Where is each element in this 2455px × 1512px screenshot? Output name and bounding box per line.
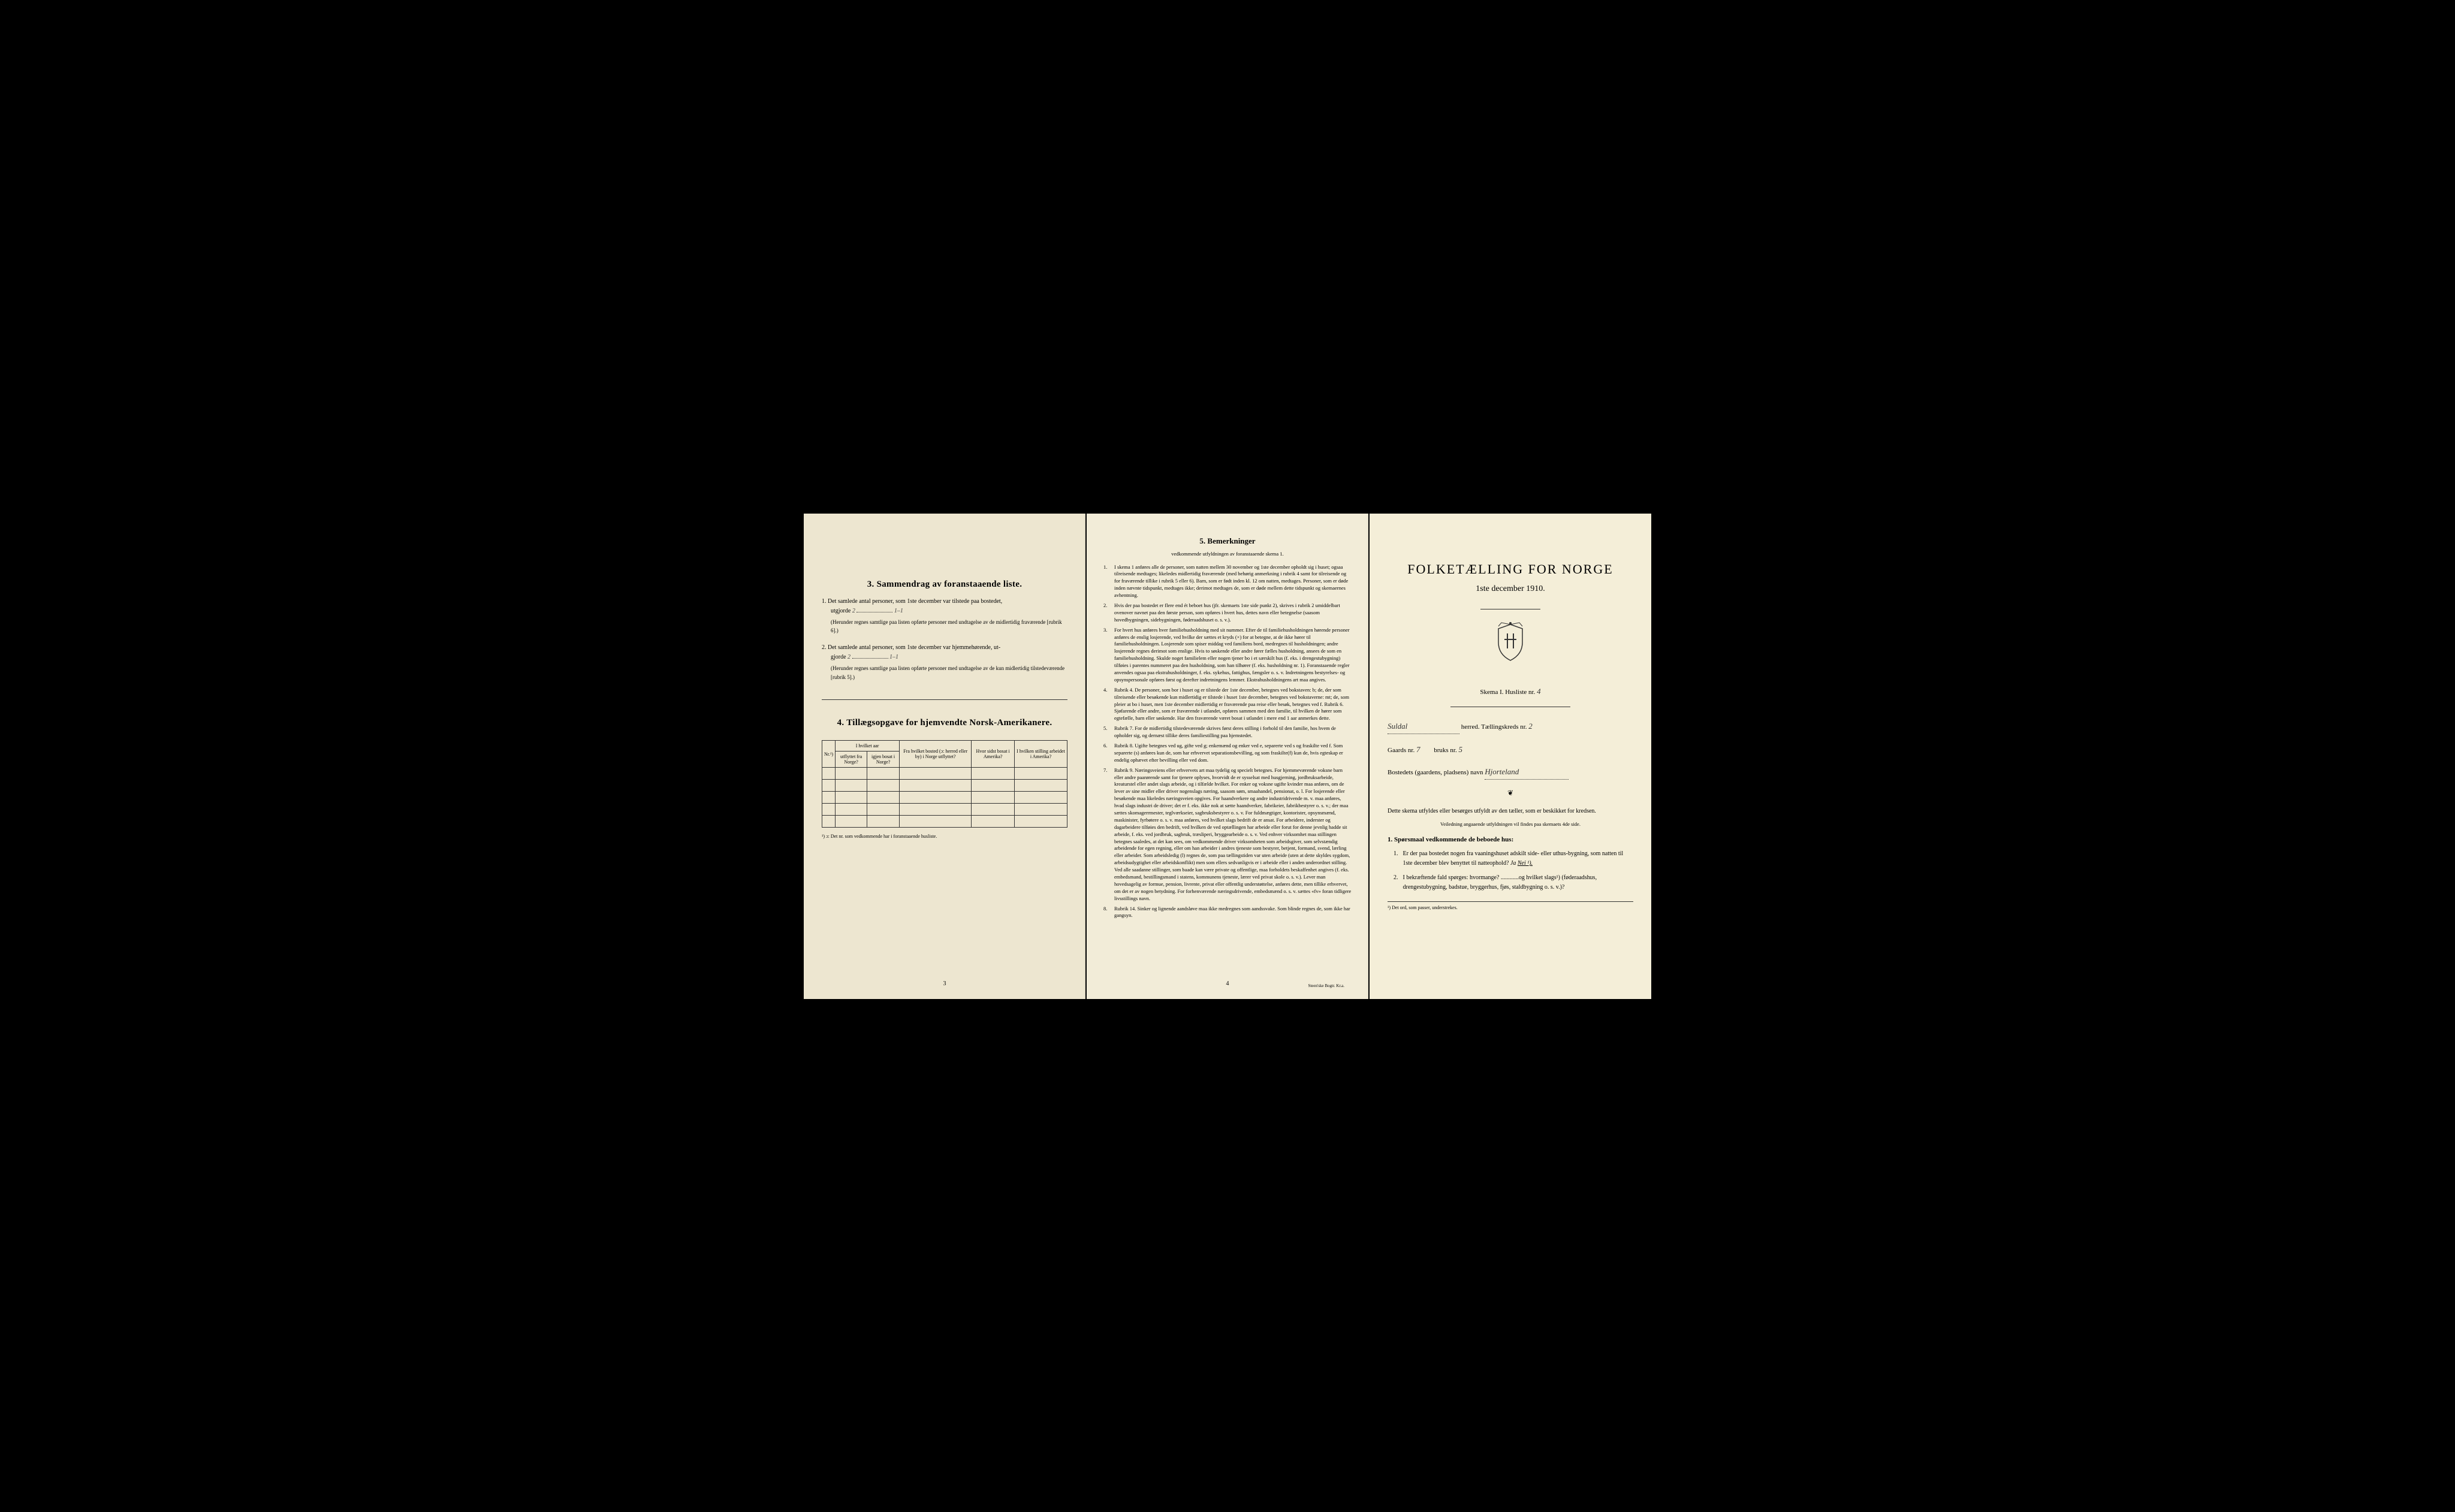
filled-value-1a: 2 <box>852 608 855 614</box>
section-5-heading: 5. Bemerkninger <box>1103 536 1352 546</box>
questions-heading: 1. Spørsmaal vedkommende de beboede hus: <box>1388 836 1633 843</box>
remarks-list: 1.I skema 1 anføres alle de personer, so… <box>1103 564 1352 920</box>
table-row <box>822 768 1067 780</box>
page-number: 4 <box>1226 980 1229 987</box>
filled-value-2a: 2 <box>848 654 850 660</box>
bosted-name: Hjorteland <box>1485 765 1569 779</box>
answer-nei: Nei ¹). <box>1518 860 1533 867</box>
page-3-summary: 3. Sammendrag av foranstaaende liste. 1.… <box>804 514 1085 999</box>
filled-value-1b: 1–1 <box>894 608 903 614</box>
question-2: 2. I bekræftende fald spørges: hvormange… <box>1394 873 1633 892</box>
page-1-title: FOLKETÆLLING FOR NORGE 1ste december 191… <box>1370 514 1651 999</box>
census-document: 3. Sammendrag av foranstaaende liste. 1.… <box>804 514 1651 999</box>
skema-line: Skema I. Husliste nr. 4 <box>1388 684 1633 699</box>
document-title: FOLKETÆLLING FOR NORGE <box>1388 562 1633 577</box>
page-4-remarks: 5. Bemerkninger vedkommende utfyldningen… <box>1087 514 1368 999</box>
ornament-icon: ❦ <box>1388 789 1633 798</box>
instructions-text: Dette skema utfyldes eller besørges utfy… <box>1388 807 1633 816</box>
section-4-heading: 4. Tillægsopgave for hjemvendte Norsk-Am… <box>822 718 1067 728</box>
gaards-nr: 7 <box>1416 745 1420 754</box>
filled-value-2b: 1–1 <box>889 654 898 660</box>
bruks-nr: 5 <box>1458 745 1462 754</box>
herred-line: Suldal herred. Tællingskreds nr. 2 <box>1388 719 1633 734</box>
footnote-1: ¹) ɔ: Det nr. som vedkommende har i fora… <box>822 834 1067 839</box>
section-3-heading: 3. Sammendrag av foranstaaende liste. <box>822 580 1067 590</box>
census-date: 1ste december 1910. <box>1388 584 1633 594</box>
footnote-3: ¹) Det ord, som passer, understrekes. <box>1388 901 1633 910</box>
summary-item-1: 1. Det samlede antal personer, som 1ste … <box>822 597 1067 635</box>
coat-of-arms-icon <box>1388 621 1633 666</box>
herred-name: Suldal <box>1388 719 1459 734</box>
table-row <box>822 816 1067 828</box>
kreds-nr: 2 <box>1528 722 1533 731</box>
emigrant-table: Nr.¹) I hvilket aar Fra hvilket bosted (… <box>822 740 1067 828</box>
husliste-nr: 4 <box>1537 687 1541 696</box>
question-1: 1. Er der paa bostedet nogen fra vaaning… <box>1394 849 1633 868</box>
printer-mark: Steen'ske Bogtr. Kr.a. <box>1308 983 1344 988</box>
gaards-line: Gaards nr. 7 bruks nr. 5 <box>1388 743 1633 757</box>
table-row <box>822 804 1067 816</box>
bosted-line: Bostedets (gaardens, pladsens) navn Hjor… <box>1388 765 1633 779</box>
page-number: 3 <box>943 980 946 987</box>
summary-item-2: 2. Det samlede antal personer, som 1ste … <box>822 643 1067 681</box>
table-row <box>822 780 1067 792</box>
table-row <box>822 792 1067 804</box>
